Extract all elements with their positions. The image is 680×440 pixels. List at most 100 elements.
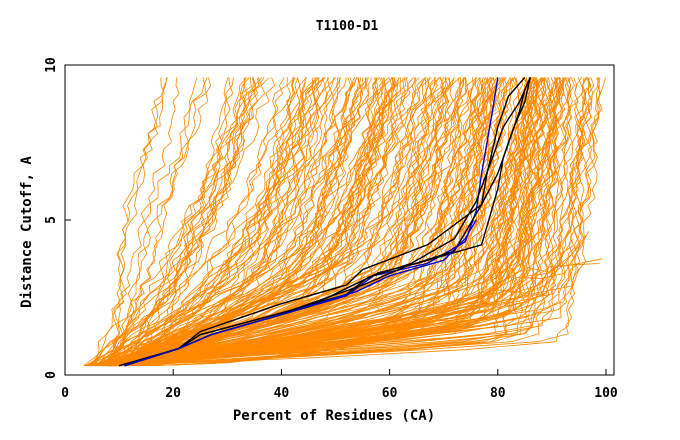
model-line [85, 77, 559, 367]
model-line [115, 77, 437, 367]
model-line [108, 77, 370, 367]
x-axis-label: Percent of Residues (CA) [233, 408, 435, 424]
model-line [88, 77, 379, 367]
x-tick-label: 40 [274, 386, 290, 401]
highlight-line-black [124, 76, 526, 367]
model-line [93, 77, 234, 366]
model-line [114, 77, 535, 367]
model-line [100, 77, 594, 367]
model-line [100, 77, 380, 367]
model-line [103, 77, 588, 367]
model-line [123, 77, 536, 367]
y-tick-label: 0 [44, 371, 59, 379]
model-line [113, 77, 255, 366]
y-tick-label: 5 [44, 216, 59, 224]
x-tick-label: 60 [382, 386, 398, 401]
model-line [93, 77, 347, 367]
model-lines [83, 77, 606, 367]
highlight-lines [118, 76, 531, 367]
model-line [133, 77, 342, 366]
model-line [117, 77, 317, 367]
model-line [89, 77, 180, 366]
model-line [119, 77, 208, 366]
highlight-line-black [124, 77, 531, 367]
model-line [101, 77, 498, 367]
model-line [108, 77, 593, 367]
model-line [104, 77, 564, 367]
model-line [119, 77, 503, 367]
model-line [99, 77, 542, 367]
x-tick-label: 100 [594, 386, 618, 401]
model-line [110, 77, 198, 366]
model-line [104, 77, 259, 366]
model-line [91, 77, 493, 367]
x-tick-label: 20 [165, 386, 181, 401]
model-line [124, 77, 430, 367]
model-line [109, 77, 582, 367]
chart-title: T1100-D1 [316, 19, 379, 34]
y-tick-label: 10 [44, 57, 59, 73]
model-line [106, 77, 426, 367]
model-line [107, 77, 336, 367]
model-line [115, 77, 388, 367]
model-line [118, 77, 516, 367]
model-line [102, 77, 212, 366]
model-line [105, 77, 555, 367]
model-line [107, 77, 513, 367]
model-line [121, 77, 341, 367]
x-tick-label: 80 [490, 386, 506, 401]
model-line [111, 77, 368, 367]
model-line [93, 77, 378, 367]
highlight-line-blue [124, 219, 477, 367]
model-line [104, 77, 506, 367]
model-line [94, 77, 591, 367]
axis-ticks: 0 20 40 60 80 100 0 5 10 [44, 57, 618, 401]
model-line [101, 77, 585, 367]
x-tick-label: 0 [61, 386, 69, 401]
model-line [127, 77, 592, 367]
model-line [115, 77, 354, 367]
model-line [128, 77, 574, 367]
model-line [88, 77, 444, 367]
model-line [117, 77, 358, 367]
model-line [84, 77, 539, 367]
model-line [88, 77, 603, 367]
model-line [93, 77, 295, 366]
model-line [90, 77, 270, 366]
model-line [116, 77, 484, 367]
model-line [127, 77, 326, 367]
model-line [96, 77, 356, 367]
model-line [102, 77, 565, 367]
model-line [83, 77, 465, 367]
model-line [86, 77, 519, 367]
model-line [110, 77, 601, 367]
model-line [118, 77, 361, 367]
model-line [99, 77, 386, 367]
model-line [106, 77, 326, 367]
model-line [108, 252, 574, 367]
model-line [100, 77, 314, 367]
model-line [113, 77, 449, 367]
model-line [122, 77, 535, 367]
model-line [95, 77, 288, 367]
model-line [98, 77, 452, 367]
model-line [109, 77, 588, 367]
model-line [113, 77, 307, 367]
model-line [109, 77, 207, 366]
model-line [120, 77, 579, 367]
model-line [112, 77, 320, 367]
model-line [124, 77, 516, 367]
model-line [109, 77, 167, 366]
model-line [105, 77, 262, 366]
model-line [113, 77, 572, 367]
model-line [124, 77, 248, 367]
model-line [109, 77, 165, 366]
y-axis-label: Distance Cutoff, A [19, 156, 35, 308]
model-line [128, 77, 482, 367]
model-line [111, 77, 571, 367]
model-line [104, 77, 229, 366]
model-line [122, 77, 325, 367]
model-line [110, 77, 400, 367]
model-line [104, 77, 491, 367]
